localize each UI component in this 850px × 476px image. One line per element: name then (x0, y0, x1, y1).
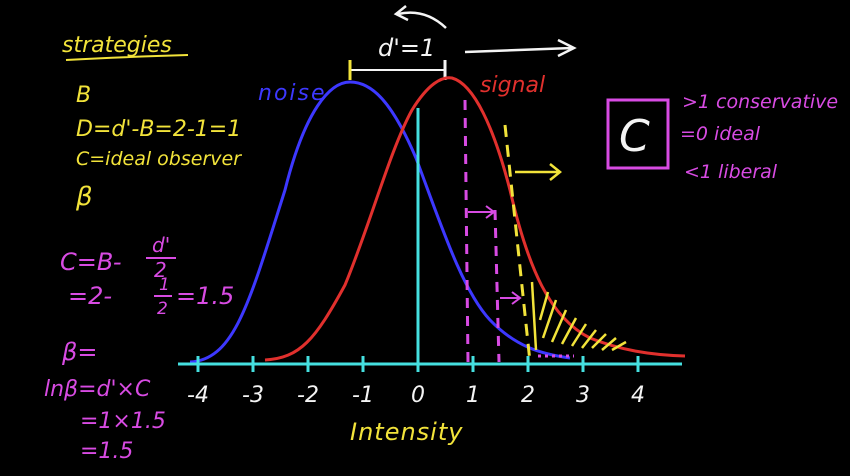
curved-arrowhead (393, 5, 409, 22)
x-tick-label: 2 (521, 383, 535, 408)
c-rule-conservative: >1 conservative (682, 91, 838, 113)
yellow-hatch-region (530, 281, 627, 352)
x-tick-label: 4 (631, 383, 645, 408)
strategies-underline (65, 54, 189, 61)
strategy-beta: β (75, 182, 93, 212)
criterion-markers (416, 99, 627, 366)
signal-curve (264, 76, 686, 362)
magenta-small-arrow-1 (468, 205, 496, 219)
magenta-dashed-line-2 (493, 209, 501, 363)
x-tick-label: -2 (297, 383, 319, 408)
beta-line4: =1.5 (80, 439, 133, 464)
distribution-curves (189, 76, 686, 364)
criterion-frac-num: d' (152, 233, 170, 257)
x-axis-ticks: -4 -3 -2 -1 0 1 2 3 4 (187, 356, 645, 408)
strategy-b: B (76, 83, 91, 108)
beta-formula: β= lnβ=d'×C =1×1.5 =1.5 (44, 338, 166, 464)
criterion-line2: =2- (68, 282, 112, 310)
criterion-line2-tail: =1.5 (176, 282, 234, 310)
magenta-dashed-line-1 (463, 99, 470, 363)
strategies-section: strategies B D=d'-B=2-1=1 C=ideal observ… (62, 33, 242, 212)
magenta-small-arrow-2 (500, 291, 522, 305)
c-box (606, 98, 670, 170)
beta-line2: lnβ=d'×C (44, 377, 151, 402)
x-tick-label: -3 (242, 383, 264, 408)
noise-label: noise (258, 81, 327, 106)
right-arrow-head (557, 38, 577, 58)
dprime-label: d'=1 (378, 34, 435, 62)
strategy-c: C=ideal observer (76, 148, 242, 170)
strategies-title: strategies (62, 33, 172, 58)
x-axis: -4 -3 -2 -1 0 1 2 3 4 Intensity (178, 356, 682, 446)
c-rule-ideal: =0 ideal (680, 123, 761, 145)
criterion-formula: C=B- d' 2 =2- 1 2 =1.5 (60, 233, 234, 319)
x-tick-label: 3 (576, 383, 590, 408)
c-box-letter: C (619, 111, 650, 162)
c-box-section: C >1 conservative =0 ideal <1 liberal (606, 91, 838, 183)
signal-label: signal (480, 73, 545, 98)
x-axis-label: Intensity (350, 418, 463, 446)
curved-arrow (397, 11, 447, 29)
right-arrow-shaft (464, 46, 573, 54)
beta-line3: =1×1.5 (80, 409, 166, 434)
strategy-d: D=d'-B=2-1=1 (76, 117, 241, 142)
criterion-frac-den: 2 (154, 258, 167, 282)
c-rule-liberal: <1 liberal (684, 161, 778, 183)
yellow-right-arrow (515, 163, 563, 181)
x-tick-label: 1 (466, 383, 480, 408)
criterion-frac2-den: 2 (157, 299, 168, 319)
x-tick-label: 0 (411, 383, 425, 408)
criterion-line1: C=B- (60, 248, 122, 276)
x-tick-label: -4 (187, 383, 209, 408)
beta-line1: β= (61, 338, 97, 366)
criterion-frac2-num: 1 (159, 275, 170, 295)
noise-curve (189, 80, 571, 364)
x-tick-label: -1 (352, 383, 374, 408)
